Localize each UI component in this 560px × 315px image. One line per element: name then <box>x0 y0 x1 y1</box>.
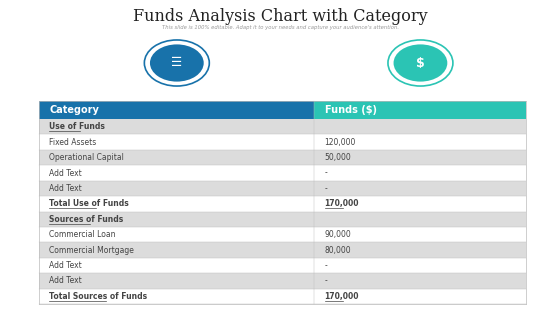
FancyBboxPatch shape <box>39 119 526 135</box>
FancyBboxPatch shape <box>39 273 526 289</box>
Ellipse shape <box>388 40 453 86</box>
FancyBboxPatch shape <box>315 101 526 119</box>
Text: -: - <box>325 276 327 285</box>
FancyBboxPatch shape <box>39 101 315 119</box>
Text: 120,000: 120,000 <box>325 138 356 147</box>
FancyBboxPatch shape <box>39 165 526 181</box>
FancyBboxPatch shape <box>39 242 526 258</box>
Text: -: - <box>325 261 327 270</box>
FancyBboxPatch shape <box>39 258 526 273</box>
Text: 170,000: 170,000 <box>325 199 359 208</box>
Text: -: - <box>325 169 327 178</box>
Text: Total Sources of Funds: Total Sources of Funds <box>49 292 147 301</box>
FancyBboxPatch shape <box>39 212 526 227</box>
Text: 80,000: 80,000 <box>325 246 351 255</box>
Text: ☰: ☰ <box>171 56 183 70</box>
Ellipse shape <box>150 44 204 82</box>
Text: $: $ <box>416 56 425 70</box>
Text: Add Text: Add Text <box>49 261 82 270</box>
Text: -: - <box>325 184 327 193</box>
Text: Funds Analysis Chart with Category: Funds Analysis Chart with Category <box>133 8 427 25</box>
Text: Fixed Assets: Fixed Assets <box>49 138 96 147</box>
Text: 90,000: 90,000 <box>325 230 351 239</box>
FancyBboxPatch shape <box>39 227 526 242</box>
Text: Operational Capital: Operational Capital <box>49 153 124 162</box>
Ellipse shape <box>144 40 209 86</box>
Text: Commercial Loan: Commercial Loan <box>49 230 116 239</box>
FancyBboxPatch shape <box>39 196 526 212</box>
Text: This slide is 100% editable. Adapt it to your needs and capture your audience's : This slide is 100% editable. Adapt it to… <box>161 25 399 30</box>
Text: Category: Category <box>49 105 99 115</box>
Text: Use of Funds: Use of Funds <box>49 122 105 131</box>
FancyBboxPatch shape <box>39 150 526 165</box>
Text: Add Text: Add Text <box>49 184 82 193</box>
Ellipse shape <box>394 44 447 82</box>
Text: Total Use of Funds: Total Use of Funds <box>49 199 129 208</box>
Text: 50,000: 50,000 <box>325 153 351 162</box>
FancyBboxPatch shape <box>39 181 526 196</box>
Text: Add Text: Add Text <box>49 276 82 285</box>
Text: Commercial Mortgage: Commercial Mortgage <box>49 246 134 255</box>
FancyBboxPatch shape <box>39 289 526 304</box>
Text: 170,000: 170,000 <box>325 292 359 301</box>
FancyBboxPatch shape <box>39 135 526 150</box>
Text: Add Text: Add Text <box>49 169 82 178</box>
Text: Sources of Funds: Sources of Funds <box>49 215 124 224</box>
Text: Funds ($): Funds ($) <box>325 105 376 115</box>
